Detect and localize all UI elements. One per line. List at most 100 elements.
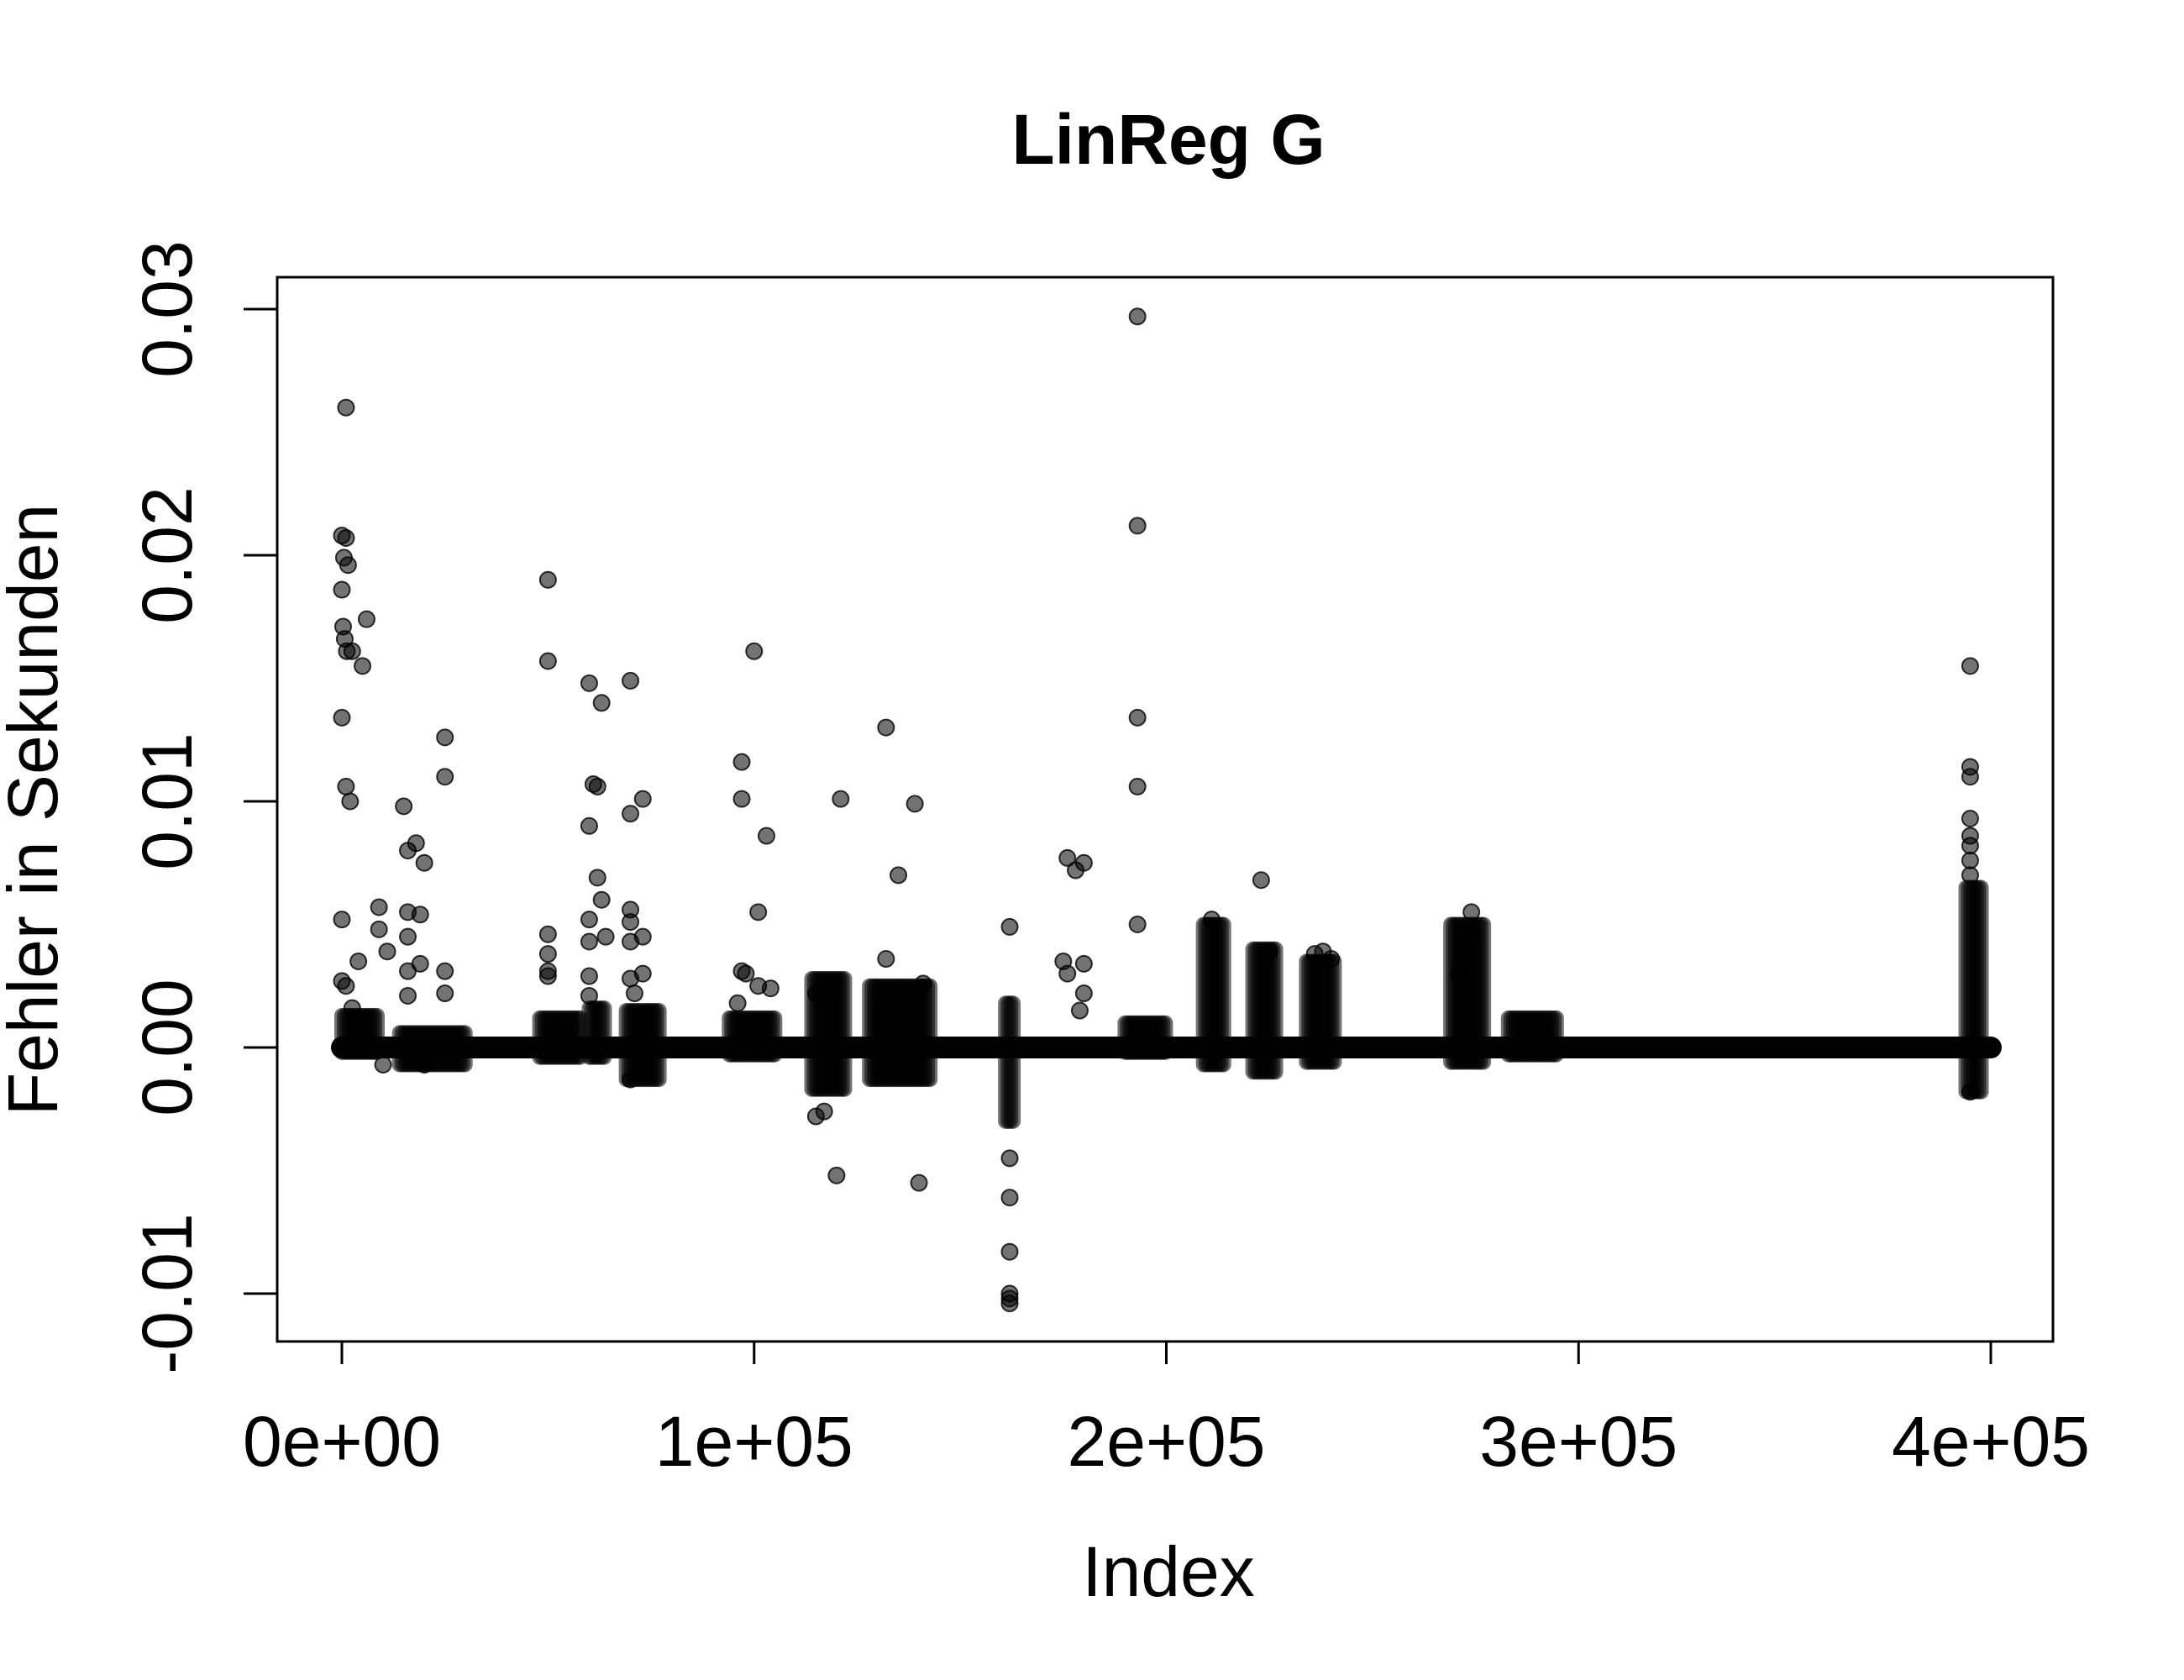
- data-point-70: [745, 642, 764, 660]
- data-point-66: [625, 984, 643, 1003]
- data-point-115: [1260, 942, 1278, 961]
- data-point-39: [538, 570, 557, 589]
- y-axis: -0.01 0.00 0.01 0.02 0.03: [128, 240, 279, 1374]
- data-point-12: [337, 398, 355, 417]
- x-tick-label: 2e+05: [1068, 1402, 1266, 1481]
- data-point-26: [415, 853, 433, 872]
- y-tick-label: 0.00: [128, 979, 207, 1116]
- data-point-2: [337, 528, 355, 547]
- data-point-51: [592, 890, 611, 909]
- data-point-76: [761, 979, 780, 998]
- data-point-91: [910, 1173, 928, 1192]
- data-point-100: [1058, 848, 1077, 867]
- x-tick-label: 3e+05: [1479, 1402, 1677, 1481]
- data-point-123: [1961, 657, 1979, 675]
- data-point-65: [622, 969, 640, 988]
- data-point-38: [415, 1056, 433, 1074]
- data-point-107: [1070, 1001, 1089, 1020]
- y-tick-label: 0.01: [128, 732, 207, 870]
- data-point-42: [538, 945, 557, 963]
- y-tick-label: 0.02: [128, 486, 207, 624]
- y-tick-label: 0.03: [128, 240, 207, 378]
- data-point-41: [538, 925, 557, 943]
- data-point-45: [580, 674, 598, 692]
- data-point-67: [622, 1070, 640, 1089]
- data-point-77: [728, 994, 747, 1012]
- data-point-82: [806, 984, 825, 1003]
- data-point-99: [1000, 1294, 1019, 1313]
- data-point-57: [622, 671, 640, 690]
- data-point-110: [1128, 708, 1147, 727]
- data-point-96: [1000, 1242, 1019, 1261]
- data-point-95: [1000, 1189, 1019, 1207]
- data-point-86: [890, 866, 908, 885]
- data-point-59: [622, 805, 640, 823]
- data-point-58: [633, 790, 652, 808]
- data-point-129: [1961, 851, 1979, 869]
- data-point-130: [1961, 866, 1979, 885]
- x-tick-label: 0e+00: [243, 1402, 441, 1481]
- data-point-33: [436, 728, 454, 747]
- data-point-19: [343, 999, 361, 1017]
- data-point-111: [1128, 777, 1147, 795]
- data-point-104: [1074, 954, 1093, 973]
- data-point-114: [1252, 871, 1270, 890]
- data-point-89: [897, 984, 916, 1003]
- data-point-63: [622, 932, 640, 951]
- data-point-25: [407, 834, 425, 853]
- dense-band-8: [998, 995, 1021, 1129]
- chart-title: LinReg G: [1011, 100, 1325, 179]
- data-point-83: [823, 977, 842, 995]
- data-point-102: [1074, 853, 1093, 872]
- x-tick-label: 1e+05: [655, 1402, 853, 1481]
- data-point-53: [580, 932, 598, 951]
- data-point-81: [832, 790, 850, 808]
- data-point-28: [399, 927, 417, 946]
- data-point-93: [1000, 917, 1019, 936]
- data-point-10: [337, 777, 355, 795]
- y-axis-label: Fehler in Sekunden: [0, 504, 72, 1116]
- data-point-105: [1058, 964, 1077, 983]
- data-point-92: [914, 974, 932, 993]
- data-point-13: [354, 657, 372, 675]
- data-point-34: [436, 768, 454, 786]
- data-point-125: [1961, 768, 1979, 786]
- data-point-55: [580, 967, 598, 985]
- data-point-9: [333, 708, 351, 727]
- y-tick-label: -0.01: [128, 1213, 207, 1373]
- data-point-14: [357, 610, 375, 628]
- data-point-54: [596, 927, 615, 946]
- data-point-56: [580, 986, 598, 1005]
- point-layer: [333, 307, 1979, 1313]
- data-point-106: [1074, 984, 1093, 1003]
- data-point-20: [370, 898, 388, 916]
- data-point-72: [749, 903, 768, 921]
- data-point-49: [580, 816, 598, 835]
- data-point-68: [732, 753, 751, 771]
- data-point-128: [1961, 837, 1979, 855]
- dense-band-15: [1958, 879, 1989, 1100]
- data-point-90: [877, 1056, 895, 1074]
- data-point-40: [538, 652, 557, 670]
- data-point-85: [906, 795, 924, 813]
- data-point-131: [1961, 1083, 1979, 1101]
- plot-frame: [276, 276, 2055, 1343]
- data-point-126: [1961, 810, 1979, 828]
- data-point-108: [1128, 307, 1147, 326]
- data-point-4: [333, 580, 351, 599]
- data-point-31: [411, 954, 429, 973]
- x-tick-label: 4e+05: [1892, 1402, 2090, 1481]
- data-point-36: [436, 984, 454, 1003]
- data-point-61: [622, 913, 640, 932]
- data-point-29: [411, 906, 429, 924]
- data-point-22: [378, 942, 396, 961]
- data-point-11: [341, 792, 360, 811]
- data-point-112: [1128, 916, 1147, 933]
- data-point-15: [333, 911, 351, 929]
- x-axis: 0e+00 1e+05 2e+05 3e+05 4e+05: [243, 1340, 2090, 1481]
- data-point-71: [757, 827, 775, 845]
- data-point-50: [588, 869, 606, 887]
- data-point-44: [538, 967, 557, 985]
